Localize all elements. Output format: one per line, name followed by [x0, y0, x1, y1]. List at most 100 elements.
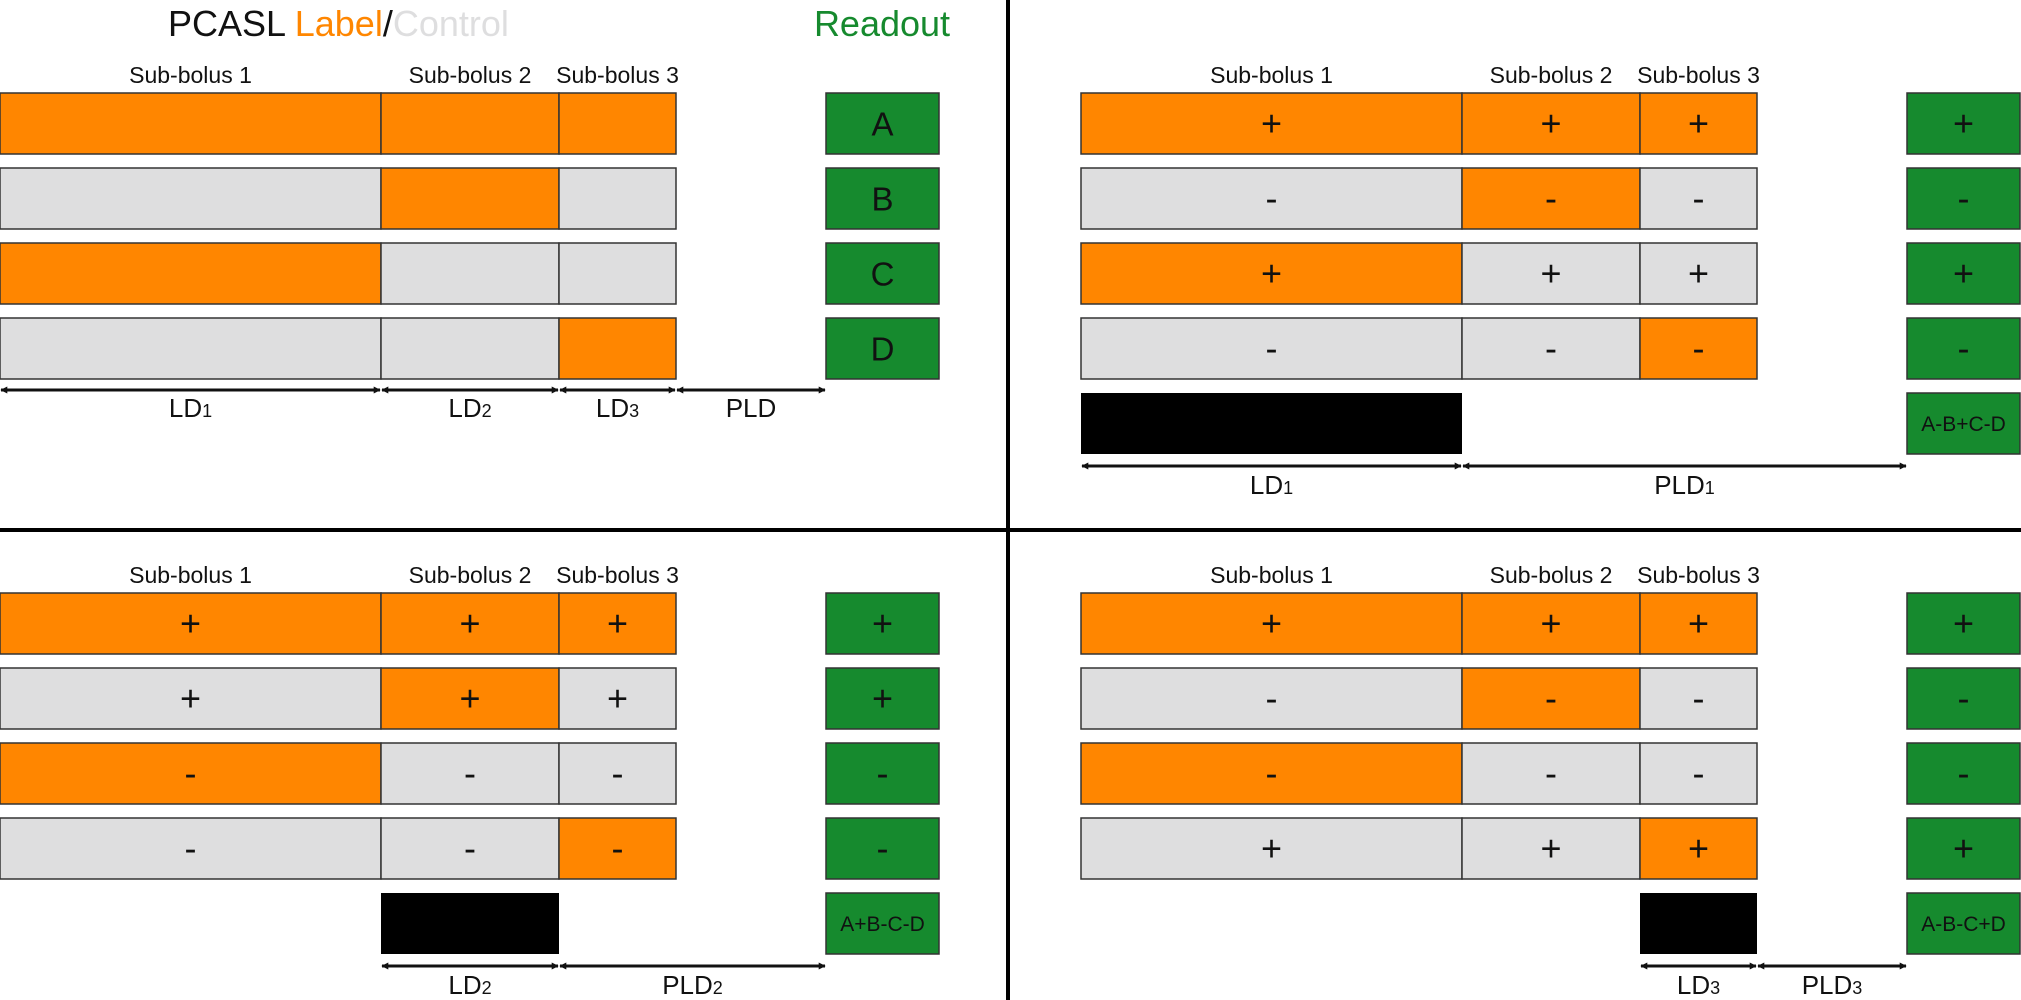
sub-bolus-header: Sub-bolus 1	[129, 562, 252, 588]
sub-bolus-header: Sub-bolus 2	[409, 62, 532, 88]
dimension-label: LD2	[448, 970, 491, 1000]
readout-value: +	[1953, 103, 1974, 144]
dimension-label-main: PLD	[662, 970, 713, 1000]
encoding-sign: +	[1540, 253, 1561, 294]
readout-box	[1906, 242, 2021, 305]
sub-bolus-header: Sub-bolus 3	[1637, 562, 1760, 588]
encoding-sign: -	[464, 828, 476, 869]
combination-box	[1906, 892, 2021, 955]
dimension-label-subscript: 2	[482, 978, 492, 998]
encoding-sign: -	[1266, 678, 1278, 719]
legend-control: Control	[393, 3, 509, 44]
encoding-sign: -	[1545, 678, 1557, 719]
control-cell	[558, 742, 677, 805]
isolated-bolus-bar	[1640, 893, 1757, 954]
dimension-label-main: LD	[1677, 970, 1710, 1000]
legend-pcasl: PCASL	[168, 3, 295, 44]
readout-value: +	[872, 603, 893, 644]
readout-value: D	[871, 331, 895, 368]
control-cell	[0, 167, 382, 230]
control-cell	[1639, 742, 1758, 805]
control-cell	[380, 742, 560, 805]
readout-value: A	[871, 106, 893, 143]
encoding-sign: +	[459, 603, 480, 644]
encoding-sign: +	[1540, 103, 1561, 144]
control-cell	[1080, 317, 1463, 380]
encoding-sign: +	[607, 603, 628, 644]
dimension-label-main: LD	[1250, 470, 1283, 500]
label-cell	[558, 317, 677, 380]
combination-box	[825, 892, 940, 955]
legend-label: Label	[295, 3, 383, 44]
panel-bottom-right: Sub-bolus 1 Sub-bolus 2 Sub-bolus 3 + + + + - - -…	[1080, 562, 2021, 1000]
panel-bottom-left: Sub-bolus 1 Sub-bolus 2 Sub-bolus 3 + + + + + + +…	[0, 562, 940, 1000]
control-cell	[1639, 242, 1758, 305]
encoding-sign: +	[1688, 103, 1709, 144]
sub-bolus-header: Sub-bolus 2	[1490, 62, 1613, 88]
label-cell	[380, 592, 560, 655]
dimension-label-subscript: 3	[1710, 978, 1720, 998]
control-cell	[1461, 742, 1641, 805]
readout-box	[825, 742, 940, 805]
control-cell	[558, 667, 677, 730]
encoding-sign: -	[1693, 753, 1705, 794]
combination-label: A-B-C+D	[1921, 913, 2006, 936]
encoding-sign: +	[1261, 253, 1282, 294]
sub-bolus-header: Sub-bolus 2	[409, 562, 532, 588]
readout-box	[1906, 742, 2021, 805]
dimension-label-main: PLD	[1654, 470, 1705, 500]
readout-box	[1906, 167, 2021, 230]
control-cell	[1080, 167, 1463, 230]
readout-box	[825, 242, 940, 305]
label-cell	[1639, 592, 1758, 655]
control-cell	[558, 167, 677, 230]
encoding-sign: +	[1688, 253, 1709, 294]
encoding-sign: -	[464, 753, 476, 794]
control-cell	[1461, 317, 1641, 380]
control-cell	[1639, 667, 1758, 730]
readout-box	[1906, 317, 2021, 380]
sub-bolus-header: Sub-bolus 3	[1637, 62, 1760, 88]
readout-title: Readout	[814, 3, 950, 44]
encoding-sign: +	[1261, 103, 1282, 144]
label-cell	[1080, 742, 1463, 805]
label-cell	[380, 92, 560, 155]
isolated-bolus-bar	[1081, 393, 1462, 454]
encoding-sign: -	[612, 828, 624, 869]
combination-label: A-B+C-D	[1921, 413, 2006, 436]
encoding-sign: +	[607, 678, 628, 719]
readout-value: -	[1958, 678, 1970, 719]
readout-value: -	[877, 753, 889, 794]
readout-value: -	[1958, 178, 1970, 219]
readout-value: C	[871, 256, 895, 293]
encoding-sign: -	[1545, 178, 1557, 219]
dimension-label: PLD2	[662, 970, 723, 1000]
readout-box	[825, 167, 940, 230]
control-cell	[1080, 667, 1463, 730]
dimension-label-main: LD	[448, 970, 481, 1000]
label-cell	[0, 242, 382, 305]
dimension-label-subscript: 2	[482, 401, 492, 421]
readout-value: +	[1953, 253, 1974, 294]
encoding-sign: -	[1545, 328, 1557, 369]
legend-slash: /	[383, 3, 393, 44]
sub-bolus-header: Sub-bolus 3	[556, 62, 679, 88]
encoding-sign: -	[612, 753, 624, 794]
readout-box	[825, 817, 940, 880]
encoding-sign: -	[1693, 328, 1705, 369]
dimension-label-main: PLD	[726, 393, 777, 423]
dimension-label: PLD	[726, 393, 777, 423]
encoding-sign: -	[1693, 178, 1705, 219]
label-cell	[1080, 592, 1463, 655]
control-cell	[380, 242, 560, 305]
dimension-label-subscript: 1	[1705, 478, 1715, 498]
readout-box	[1906, 817, 2021, 880]
encoding-sign: -	[1266, 178, 1278, 219]
encoding-sign: +	[180, 603, 201, 644]
dimension-label: LD3	[596, 393, 639, 423]
combination-label: A+B-C-D	[840, 913, 925, 936]
label-cell	[1461, 92, 1641, 155]
control-cell	[1639, 167, 1758, 230]
encoding-sign: -	[1693, 678, 1705, 719]
encoding-sign: +	[459, 678, 480, 719]
